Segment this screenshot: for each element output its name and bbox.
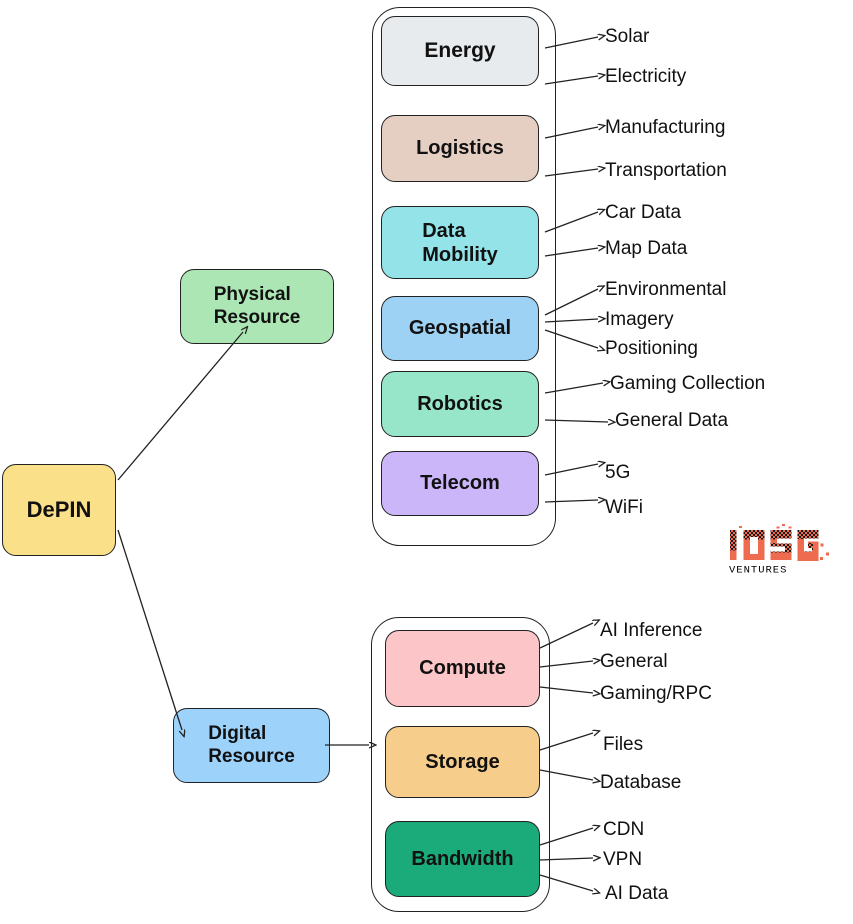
svg-text:VENTURES: VENTURES <box>729 565 787 577</box>
